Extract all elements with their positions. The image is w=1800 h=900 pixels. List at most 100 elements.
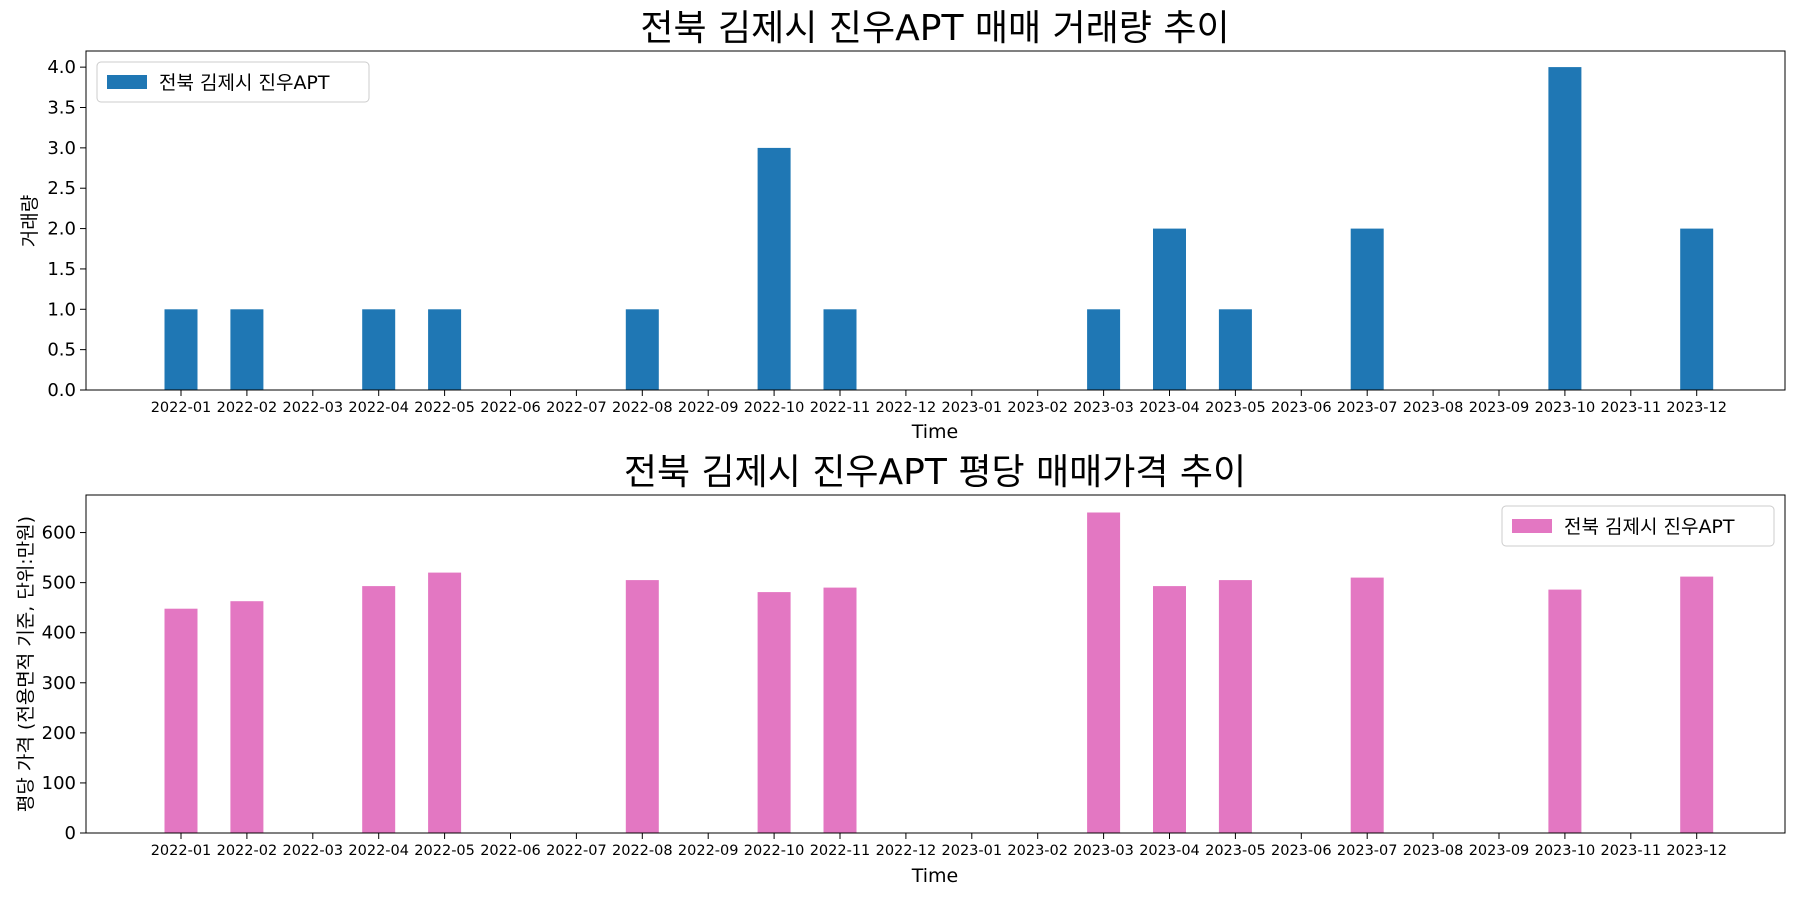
xtick-label: 2022-01 — [151, 400, 212, 416]
xtick-label: 2023-09 — [1469, 400, 1530, 416]
ytick-label: 1.0 — [47, 299, 76, 320]
bar-2023-03 — [1087, 309, 1121, 390]
xtick-label: 2023-11 — [1601, 843, 1662, 859]
xtick-label: 2022-08 — [612, 400, 673, 416]
xtick-label: 2022-09 — [678, 400, 739, 416]
ytick-label: 2.5 — [47, 178, 76, 199]
xtick-label: 2023-10 — [1535, 843, 1596, 859]
xtick-label: 2023-07 — [1337, 400, 1398, 416]
xtick-label: 2023-11 — [1601, 400, 1662, 416]
bar-2022-04 — [362, 586, 396, 833]
xtick-label: 2022-11 — [810, 843, 871, 859]
price-chart-ylabel: 평당 가격 (전용면적 기준, 단위:만원) — [15, 516, 37, 812]
xtick-label: 2022-09 — [678, 843, 739, 859]
bar-2022-02 — [230, 309, 264, 390]
bar-2022-01 — [164, 608, 198, 833]
xtick-label: 2023-06 — [1271, 843, 1332, 859]
volume-legend-swatch — [107, 75, 147, 89]
volume-chart-yticks: 0.0 0.5 1.0 1.5 2.0 2.5 3.0 3.5 4.0 — [47, 57, 86, 401]
bar-2023-12 — [1680, 228, 1714, 390]
xtick-label: 2023-12 — [1666, 400, 1727, 416]
volume-chart: 전북 김제시 진우APT 매매 거래량 추이 Time 거래량 0.0 0.5 1.… — [19, 8, 1786, 443]
bar-2023-07 — [1350, 228, 1384, 390]
price-legend-label: 전북 김제시 진우APT — [1564, 516, 1735, 538]
ytick-label: 0.5 — [47, 340, 76, 361]
xtick-label: 2023-10 — [1535, 400, 1596, 416]
bar-2022-04 — [362, 309, 396, 390]
ytick-label: 400 — [42, 623, 76, 644]
xtick-label: 2022-07 — [546, 400, 607, 416]
xtick-label: 2022-01 — [151, 843, 212, 859]
bar-2022-01 — [164, 309, 198, 390]
xtick-label: 2023-02 — [1007, 843, 1068, 859]
volume-chart-xlabel: Time — [911, 421, 959, 443]
bar-2023-10 — [1548, 67, 1582, 390]
ytick-label: 1.5 — [47, 259, 76, 280]
xtick-label: 2023-09 — [1469, 843, 1530, 859]
xtick-label: 2022-12 — [876, 400, 937, 416]
xtick-label: 2023-03 — [1073, 843, 1134, 859]
ytick-label: 100 — [42, 773, 76, 794]
price-chart-xlabel: Time — [911, 865, 959, 887]
ytick-label: 0 — [65, 823, 76, 844]
xtick-label: 2022-07 — [546, 843, 607, 859]
xtick-label: 2023-04 — [1139, 400, 1200, 416]
xtick-label: 2022-10 — [744, 843, 805, 859]
xtick-label: 2022-02 — [217, 400, 278, 416]
bar-2023-05 — [1218, 309, 1252, 390]
xtick-label: 2022-04 — [348, 400, 409, 416]
xtick-label: 2023-04 — [1139, 843, 1200, 859]
xtick-label: 2022-10 — [744, 400, 805, 416]
xtick-label: 2022-06 — [480, 843, 541, 859]
bar-2023-10 — [1548, 589, 1582, 833]
xtick-label: 2023-06 — [1271, 400, 1332, 416]
ytick-label: 4.0 — [47, 57, 76, 78]
ytick-label: 300 — [42, 673, 76, 694]
price-chart: 전북 김제시 진우APT 평당 매매가격 추이 Time 평당 가격 (전용면적… — [15, 452, 1786, 887]
bar-2023-07 — [1350, 577, 1384, 833]
price-chart-legend: 전북 김제시 진우APT — [1501, 505, 1775, 547]
volume-legend-label: 전북 김제시 진우APT — [159, 72, 330, 94]
xtick-label: 2023-03 — [1073, 400, 1134, 416]
xtick-label: 2023-08 — [1403, 400, 1464, 416]
bar-2022-05 — [428, 309, 462, 390]
price-legend-box — [1501, 505, 1775, 547]
ytick-label: 500 — [42, 573, 76, 594]
xtick-label: 2023-05 — [1205, 400, 1266, 416]
ytick-label: 3.5 — [47, 98, 76, 119]
ytick-label: 2.0 — [47, 219, 76, 240]
xtick-label: 2023-02 — [1007, 400, 1068, 416]
xtick-label: 2022-05 — [414, 400, 475, 416]
price-chart-bars — [164, 512, 1714, 833]
volume-chart-title: 전북 김제시 진우APT 매매 거래량 추이 — [640, 8, 1229, 49]
ytick-label: 200 — [42, 723, 76, 744]
price-chart-title: 전북 김제시 진우APT 평당 매매가격 추이 — [624, 452, 1246, 493]
bar-2023-12 — [1680, 576, 1714, 833]
bar-2022-05 — [428, 572, 462, 833]
ytick-label: 3.0 — [47, 138, 76, 159]
volume-chart-frame — [85, 50, 1786, 391]
volume-chart-xticks: 2022-01 2022-02 2022-03 2022-04 2022-05 2022-… — [151, 390, 1727, 416]
xtick-label: 2022-05 — [414, 843, 475, 859]
ytick-label: 0.0 — [47, 380, 76, 401]
price-legend-swatch — [1512, 519, 1552, 533]
volume-chart-ylabel: 거래량 — [19, 195, 41, 247]
bar-2022-02 — [230, 601, 264, 833]
bar-2023-03 — [1087, 512, 1121, 833]
price-chart-xticks: 2022-01 2022-02 2022-03 2022-04 2022-05 2022-… — [151, 833, 1727, 859]
bar-2023-04 — [1153, 228, 1186, 390]
xtick-label: 2022-04 — [348, 843, 409, 859]
xtick-label: 2022-06 — [480, 400, 541, 416]
xtick-label: 2023-08 — [1403, 843, 1464, 859]
volume-chart-bars — [164, 67, 1714, 390]
xtick-label: 2022-02 — [217, 843, 278, 859]
xtick-label: 2023-01 — [942, 400, 1003, 416]
bar-2022-08 — [625, 580, 659, 833]
xtick-label: 2023-12 — [1666, 843, 1727, 859]
ytick-label: 600 — [42, 523, 76, 544]
volume-chart-legend: 전북 김제시 진우APT — [96, 61, 370, 103]
bar-2023-04 — [1153, 586, 1186, 833]
price-chart-frame — [85, 494, 1786, 834]
